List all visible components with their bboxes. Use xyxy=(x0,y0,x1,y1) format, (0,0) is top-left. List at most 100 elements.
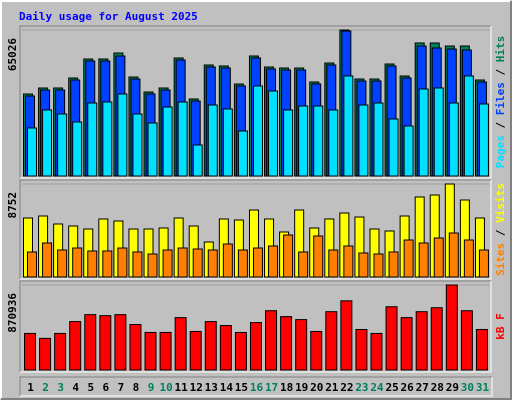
bar xyxy=(177,247,188,278)
bar xyxy=(403,239,414,278)
x-tick-label: 6 xyxy=(103,381,110,394)
x-tick-label: 23 xyxy=(355,381,368,394)
x-tick-label: 14 xyxy=(220,381,234,394)
bar xyxy=(162,249,173,278)
bar xyxy=(340,300,353,371)
bar xyxy=(370,332,383,371)
bar xyxy=(57,249,68,278)
bar xyxy=(280,316,293,371)
legend-entry: Visits xyxy=(494,183,507,223)
bar xyxy=(433,87,444,177)
bar xyxy=(117,93,128,177)
bar xyxy=(99,315,112,371)
bar xyxy=(283,234,294,278)
x-tick-label: 19 xyxy=(295,381,308,394)
bar xyxy=(448,232,459,278)
bar xyxy=(343,245,354,278)
bar xyxy=(72,121,83,177)
bar xyxy=(328,109,339,177)
bar xyxy=(192,144,203,177)
bar xyxy=(24,332,36,371)
x-tick-label: 28 xyxy=(431,381,444,394)
bar xyxy=(418,242,429,278)
bar xyxy=(102,250,113,278)
bar xyxy=(117,247,128,278)
bar xyxy=(222,243,233,278)
x-tick-label: 26 xyxy=(401,381,415,394)
bar xyxy=(177,101,188,177)
x-tick-label: 22 xyxy=(340,381,353,394)
legend: Pages / Files / Hits xyxy=(494,36,507,169)
y-tick-label: 870936 xyxy=(6,293,19,333)
bar xyxy=(207,104,218,177)
bar xyxy=(448,102,459,177)
bar xyxy=(418,88,429,177)
bar xyxy=(147,122,158,177)
bar xyxy=(313,235,324,278)
x-tick-label: 11 xyxy=(175,381,189,394)
bevel xyxy=(19,376,492,396)
bar xyxy=(388,118,399,177)
x-tick-label: 2 xyxy=(42,381,49,394)
bevel xyxy=(19,25,491,178)
x-tick-label: 17 xyxy=(265,381,278,394)
bar xyxy=(57,113,68,177)
legend-entry: Files xyxy=(494,82,507,115)
bar xyxy=(430,307,443,371)
x-tick-label: 25 xyxy=(385,381,398,394)
bar xyxy=(207,249,218,278)
bar xyxy=(475,328,488,371)
y-tick-label: 8752 xyxy=(6,192,19,219)
bar xyxy=(252,247,263,278)
bar xyxy=(87,102,98,177)
bar xyxy=(478,103,489,177)
bar xyxy=(159,331,172,371)
bar xyxy=(298,105,309,177)
bar xyxy=(42,242,53,278)
x-tick-label: 29 xyxy=(446,381,459,394)
bar xyxy=(325,311,338,371)
bar xyxy=(295,319,308,371)
legend: kB F xyxy=(494,313,507,340)
bar xyxy=(373,253,384,278)
bar xyxy=(72,247,83,278)
bar xyxy=(265,310,278,371)
bar xyxy=(268,90,279,177)
x-tick-label: 20 xyxy=(310,381,323,394)
x-tick-label: 1 xyxy=(27,381,34,394)
bar xyxy=(415,311,428,371)
x-tick-label: 31 xyxy=(476,381,490,394)
bar xyxy=(355,328,368,371)
bar xyxy=(237,130,248,177)
bar xyxy=(237,249,248,278)
bar xyxy=(403,125,414,177)
bar xyxy=(147,253,158,278)
bar xyxy=(234,331,247,371)
x-tick-label: 12 xyxy=(190,381,203,394)
bar xyxy=(373,102,384,177)
bar xyxy=(385,306,398,371)
bar xyxy=(222,108,233,177)
x-tick-label: 4 xyxy=(72,381,79,394)
bar xyxy=(144,331,157,371)
x-tick-label: 3 xyxy=(57,381,64,394)
bar xyxy=(433,237,444,278)
bevel xyxy=(20,377,493,397)
chart-title: Daily usage for August 2025 xyxy=(19,10,198,23)
bevel xyxy=(20,281,492,373)
x-tick-label: 15 xyxy=(235,381,248,394)
bar xyxy=(283,109,294,177)
bevel xyxy=(19,280,491,372)
bar xyxy=(388,251,399,278)
x-tick-label: 10 xyxy=(159,381,172,394)
bar xyxy=(204,321,217,371)
bar xyxy=(478,249,489,278)
bar xyxy=(268,245,279,278)
legend-entry: Hits xyxy=(494,36,507,63)
bevel xyxy=(19,179,491,279)
x-tick-label: 30 xyxy=(461,381,474,394)
bar xyxy=(27,251,37,278)
bar xyxy=(174,317,187,371)
bar xyxy=(358,104,369,177)
